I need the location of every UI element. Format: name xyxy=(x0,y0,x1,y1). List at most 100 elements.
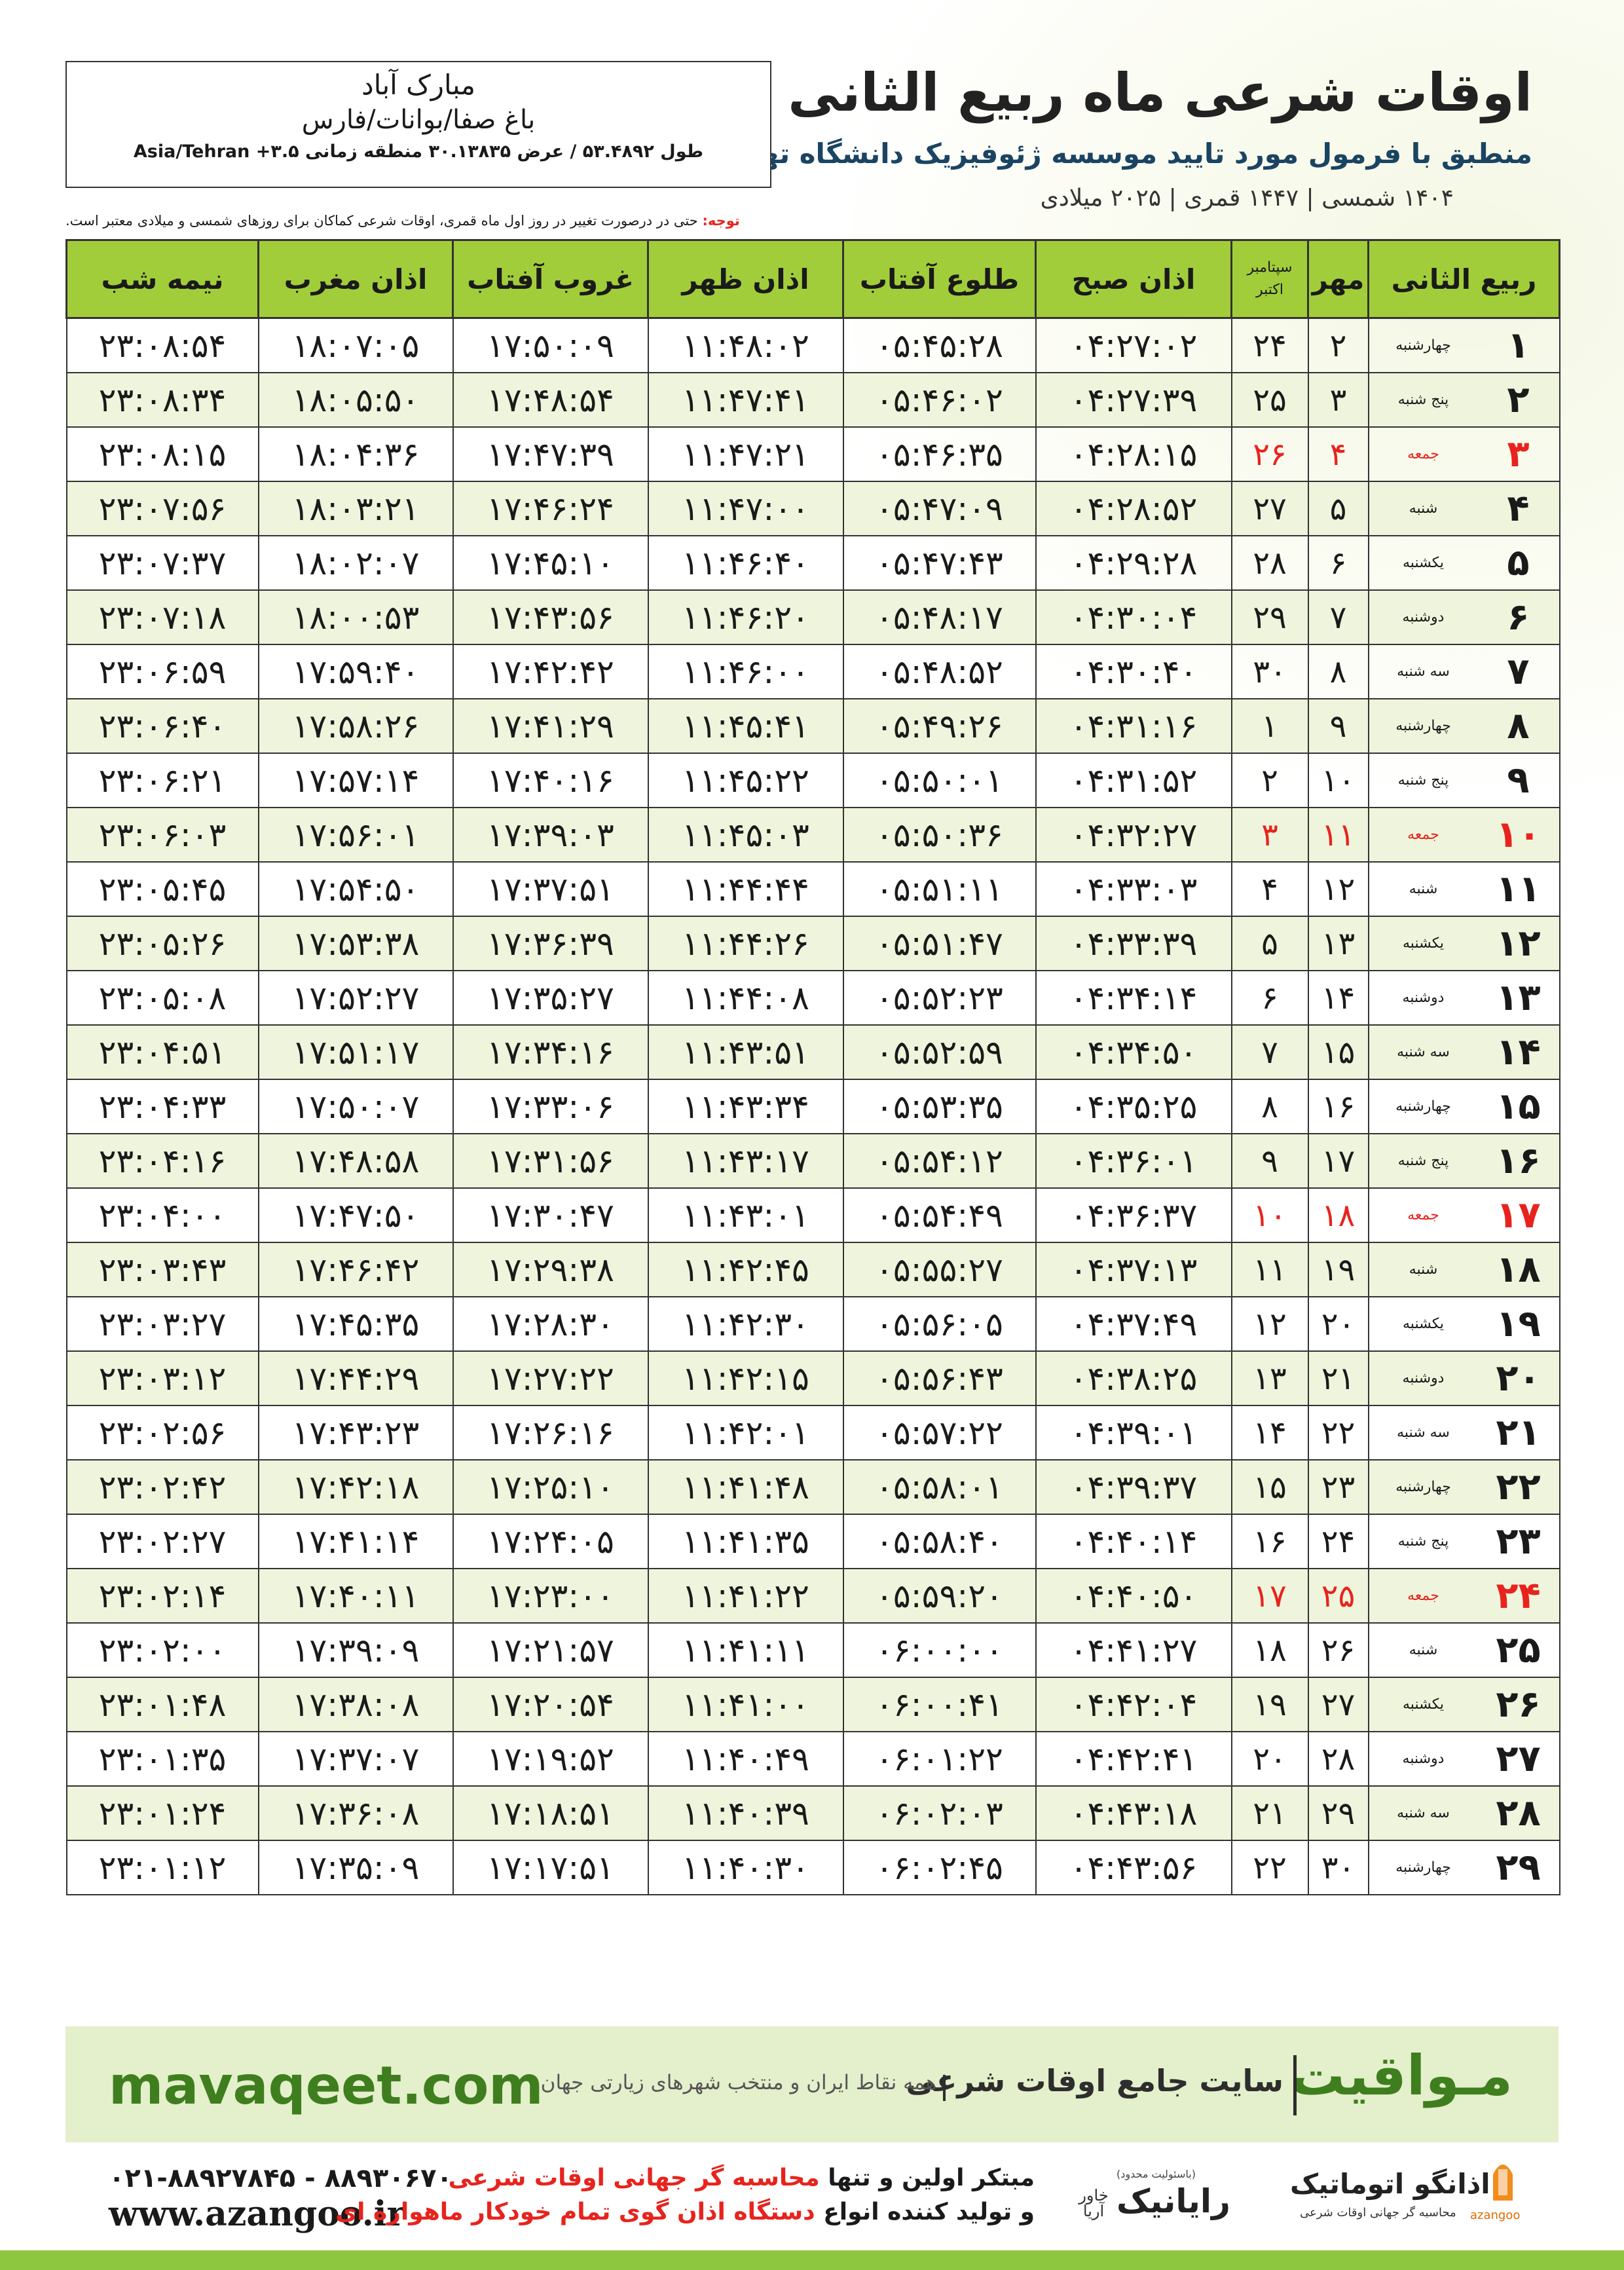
time-cell: ۲۳:۰۳:۲۷ xyxy=(65,1296,259,1352)
time-cell: ۱۱:۴۶:۲۰ xyxy=(647,589,844,645)
solar-day: ۳ xyxy=(1307,372,1369,428)
column-header: ربیع الثانی xyxy=(1367,239,1561,319)
table-row: ۱۷ جمعه ۱۸ ۱۰ ۰۴:۳۶:۳۷ ۰۵:۵۴:۴۹ ۱۱:۴۳:۰۱ ۱۷:۳۰:… xyxy=(65,1187,1560,1243)
table-row: ۳ جمعه ۴ ۲۶ ۰۴:۲۸:۱۵ ۰۵:۴۶:۳۵ ۱۱:۴۷:۲۱ ۱۷:۴۷:۳۹… xyxy=(65,426,1560,482)
gregorian-day: ۲۶ xyxy=(1230,426,1309,482)
table-row: ۲۵ شنبه ۲۶ ۱۸ ۰۴:۴۱:۲۷ ۰۶:۰۰:۰۰ ۱۱:۴۱:۱۱ ۱۷:۲۱:… xyxy=(65,1622,1560,1678)
time-cell: ۱۷:۵۰:۰۹ xyxy=(452,317,649,373)
time-cell: ۲۳:۰۷:۵۶ xyxy=(65,481,259,536)
weekday: شنبه xyxy=(1367,861,1478,917)
time-cell: ۰۴:۳۹:۰۱ xyxy=(1035,1405,1232,1461)
time-cell: ۰۵:۴۶:۳۵ xyxy=(842,426,1037,482)
gregorian-day: ۱۵ xyxy=(1230,1459,1309,1515)
time-cell: ۰۵:۵۱:۱۱ xyxy=(842,861,1037,917)
time-cell: ۱۱:۴۱:۴۸ xyxy=(647,1459,844,1515)
hijri-day: ۲۱ xyxy=(1477,1405,1560,1461)
time-cell: ۱۷:۴۶:۲۴ xyxy=(452,481,649,536)
time-cell: ۲۳:۰۵:۴۵ xyxy=(65,861,259,917)
time-cell: ۱۷:۲۱:۵۷ xyxy=(452,1622,649,1678)
time-cell: ۱۷:۴۷:۳۹ xyxy=(452,426,649,482)
time-cell: ۱۷:۵۶:۰۱ xyxy=(257,807,454,863)
table-row: ۱۲ یکشنبه ۱۳ ۵ ۰۴:۳۳:۳۹ ۰۵:۵۱:۴۷ ۱۱:۴۴:۲۶ ۱۷:۳۶… xyxy=(65,916,1560,971)
time-cell: ۱۷:۳۵:۰۹ xyxy=(257,1840,454,1895)
weekday: پنج شنبه xyxy=(1367,1514,1478,1569)
table-body: ۱ چهارشنبه ۲ ۲۴ ۰۴:۲۷:۰۲ ۰۵:۴۵:۲۸ ۱۱:۴۸:۰۲ ۱۷:۵… xyxy=(65,317,1560,1895)
time-cell: ۰۴:۴۳:۱۸ xyxy=(1035,1785,1232,1841)
table-row: ۹ پنج شنبه ۱۰ ۲ ۰۴:۳۱:۵۲ ۰۵:۵۰:۰۱ ۱۱:۴۵:۲۲ ۱۷:۴… xyxy=(65,753,1560,808)
header-row: ربیع الثانی مهر سپتامبر اکتبر اذان صبح طلوع آ… xyxy=(65,239,1561,319)
gregorian-day: ۲۴ xyxy=(1230,317,1309,373)
hijri-day: ۱۴ xyxy=(1477,1024,1560,1080)
weekday: جمعه xyxy=(1367,1568,1478,1624)
solar-day: ۲۱ xyxy=(1307,1350,1369,1406)
time-cell: ۱۱:۴۱:۳۵ xyxy=(647,1514,844,1569)
prayer-times-table: ربیع الثانی مهر سپتامبر اکتبر اذان صبح طلوع آ… xyxy=(65,239,1561,1895)
table-row: ۵ یکشنبه ۶ ۲۸ ۰۴:۲۹:۲۸ ۰۵:۴۷:۴۳ ۱۱:۴۶:۴۰ ۱۷:۴۵:… xyxy=(65,535,1560,591)
column-header: اذان صبح xyxy=(1035,239,1232,319)
time-cell: ۲۳:۰۵:۲۶ xyxy=(65,916,259,971)
hijri-day: ۱۲ xyxy=(1477,916,1560,971)
table-row: ۸ چهارشنبه ۹ ۱ ۰۴:۳۱:۱۶ ۰۵:۴۹:۲۶ ۱۱:۴۵:۴۱ ۱۷:۴۱… xyxy=(65,698,1560,754)
time-cell: ۱۱:۴۶:۴۰ xyxy=(647,535,844,591)
table-row: ۴ شنبه ۵ ۲۷ ۰۴:۲۸:۵۲ ۰۵:۴۷:۰۹ ۱۱:۴۷:۰۰ ۱۷:۴۶:۲۴… xyxy=(65,481,1560,536)
time-cell: ۱۱:۴۰:۴۹ xyxy=(647,1731,844,1787)
solar-day: ۶ xyxy=(1307,535,1369,591)
weekday: جمعه xyxy=(1367,426,1478,482)
promo-line: و تولید کننده انواع دستگاه اذان گوی تمام… xyxy=(335,2199,1035,2225)
hijri-day: ۱۶ xyxy=(1477,1133,1560,1189)
time-cell: ۰۵:۴۶:۰۲ xyxy=(842,372,1037,428)
time-cell: ۱۱:۴۲:۱۵ xyxy=(647,1350,844,1406)
time-cell: ۱۷:۱۷:۵۱ xyxy=(452,1840,649,1895)
time-cell: ۱۸:۰۳:۲۱ xyxy=(257,481,454,536)
time-cell: ۱۸:۰۷:۰۵ xyxy=(257,317,454,373)
weekday: یکشنبه xyxy=(1367,1677,1478,1732)
time-cell: ۰۴:۳۰:۰۴ xyxy=(1035,589,1232,645)
hijri-day: ۲۴ xyxy=(1477,1568,1560,1624)
column-header: سپتامبر اکتبر xyxy=(1230,239,1309,319)
weekday: چهارشنبه xyxy=(1367,1840,1478,1895)
table-row: ۱۹ یکشنبه ۲۰ ۱۲ ۰۴:۳۷:۴۹ ۰۵:۵۶:۰۵ ۱۱:۴۲:۳۰ ۱۷:۲… xyxy=(65,1296,1560,1352)
weekday: شنبه xyxy=(1367,481,1478,536)
date-line: ۱۴۰۴ شمسی | ۱۴۴۷ قمری | ۲۰۲۵ میلادی xyxy=(1040,185,1454,212)
time-cell: ۱۱:۴۴:۴۴ xyxy=(647,861,844,917)
time-cell: ۰۶:۰۰:۴۱ xyxy=(842,1677,1037,1732)
gregorian-day: ۱۶ xyxy=(1230,1514,1309,1569)
solar-day: ۷ xyxy=(1307,589,1369,645)
time-cell: ۱۷:۵۲:۲۷ xyxy=(257,970,454,1026)
time-cell: ۱۷:۲۰:۵۴ xyxy=(452,1677,649,1732)
weekday: سه شنبه xyxy=(1367,1785,1478,1841)
time-cell: ۰۵:۴۹:۲۶ xyxy=(842,698,1037,754)
time-cell: ۲۳:۰۶:۵۹ xyxy=(65,644,259,699)
weekday: سه شنبه xyxy=(1367,1405,1478,1461)
web-url[interactable]: www.azangoo.ir xyxy=(109,2194,405,2234)
time-cell: ۲۳:۰۸:۳۴ xyxy=(65,372,259,428)
gregorian-day: ۲۷ xyxy=(1230,481,1309,536)
time-cell: ۲۳:۰۴:۵۱ xyxy=(65,1024,259,1080)
promo-text: مبتکر اولین و تنها xyxy=(819,2165,1035,2191)
time-cell: ۱۱:۴۱:۰۰ xyxy=(647,1677,844,1732)
site-url[interactable]: mavaqeet.com xyxy=(109,2055,544,2116)
gregorian-day: ۶ xyxy=(1230,970,1309,1026)
time-cell: ۱۷:۴۵:۱۰ xyxy=(452,535,649,591)
time-cell: ۰۵:۵۱:۴۷ xyxy=(842,916,1037,971)
title: اوقات شرعی ماه ربیع الثانی xyxy=(788,62,1532,123)
time-cell: ۱۷:۳۷:۰۷ xyxy=(257,1731,454,1787)
brand: مـواقیت xyxy=(1289,2043,1513,2108)
hijri-day: ۱۳ xyxy=(1477,970,1560,1026)
time-cell: ۰۵:۵۴:۱۲ xyxy=(842,1133,1037,1189)
time-cell: ۱۷:۲۳:۰۰ xyxy=(452,1568,649,1624)
gregorian-day: ۲۸ xyxy=(1230,535,1309,591)
time-cell: ۱۷:۳۵:۲۷ xyxy=(452,970,649,1026)
promo-highlight: دستگاه اذان گوی تمام خودکار ماهواره ای xyxy=(335,2199,815,2225)
coverage: همه نقاط ایران و منتخب شهرهای زیارتی جها… xyxy=(540,2071,936,2094)
solar-day: ۱۸ xyxy=(1307,1187,1369,1243)
note-text: حتی در درصورت تغییر در روز اول ماه قمری،… xyxy=(65,213,698,229)
table-row: ۱۵ چهارشنبه ۱۶ ۸ ۰۴:۳۵:۲۵ ۰۵:۵۳:۳۵ ۱۱:۴۳:۳۴ ۱۷:… xyxy=(65,1079,1560,1134)
time-cell: ۱۱:۴۰:۳۹ xyxy=(647,1785,844,1841)
hijri-day: ۲۵ xyxy=(1477,1622,1560,1678)
time-cell: ۲۳:۰۱:۳۵ xyxy=(65,1731,259,1787)
hijri-day: ۴ xyxy=(1477,481,1560,536)
solar-day: ۲۷ xyxy=(1307,1677,1369,1732)
solar-day: ۳۰ xyxy=(1307,1840,1369,1895)
gregorian-day: ۲۲ xyxy=(1230,1840,1309,1895)
